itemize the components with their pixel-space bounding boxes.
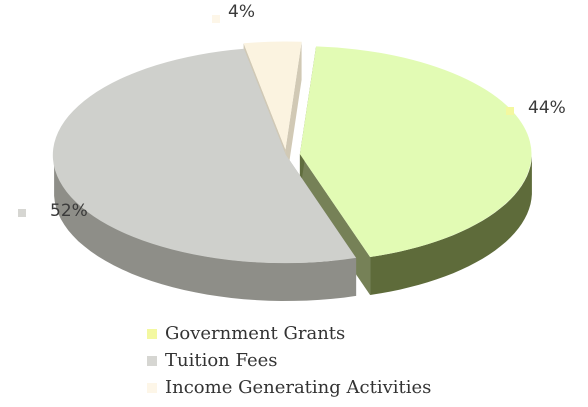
pie-label-layer: 44% 52% 4% [18,2,566,221]
pie-slice-income-generating-activities [243,41,302,150]
data-label-marker [18,209,26,217]
pie-slice-wall [54,157,357,301]
pie-slice-cut-face [285,41,302,188]
legend-swatch [147,328,157,339]
data-label-marker [506,107,514,115]
legend-label: Government Grants [165,323,346,344]
data-label: 4% [228,2,255,22]
pie-slice-government-grants [299,46,532,258]
legend-item-government-grants: Government Grants [147,320,487,347]
legend: Government Grants Tuition Fees Income Ge… [147,320,487,401]
pie-slice-tuition-fees [52,48,357,264]
data-label: 44% [528,98,566,118]
data-label: 52% [50,201,88,221]
legend-swatch [147,382,157,393]
legend-label: Income Generating Activities [165,377,432,398]
pie-top-layer [52,41,532,264]
legend-label: Tuition Fees [165,350,278,371]
data-label-marker [212,15,220,23]
pie-slice-wall [370,156,532,295]
legend-item-tuition-fees: Tuition Fees [147,347,487,374]
legend-swatch [147,355,157,366]
legend-item-income-generating-activities: Income Generating Activities [147,374,487,401]
